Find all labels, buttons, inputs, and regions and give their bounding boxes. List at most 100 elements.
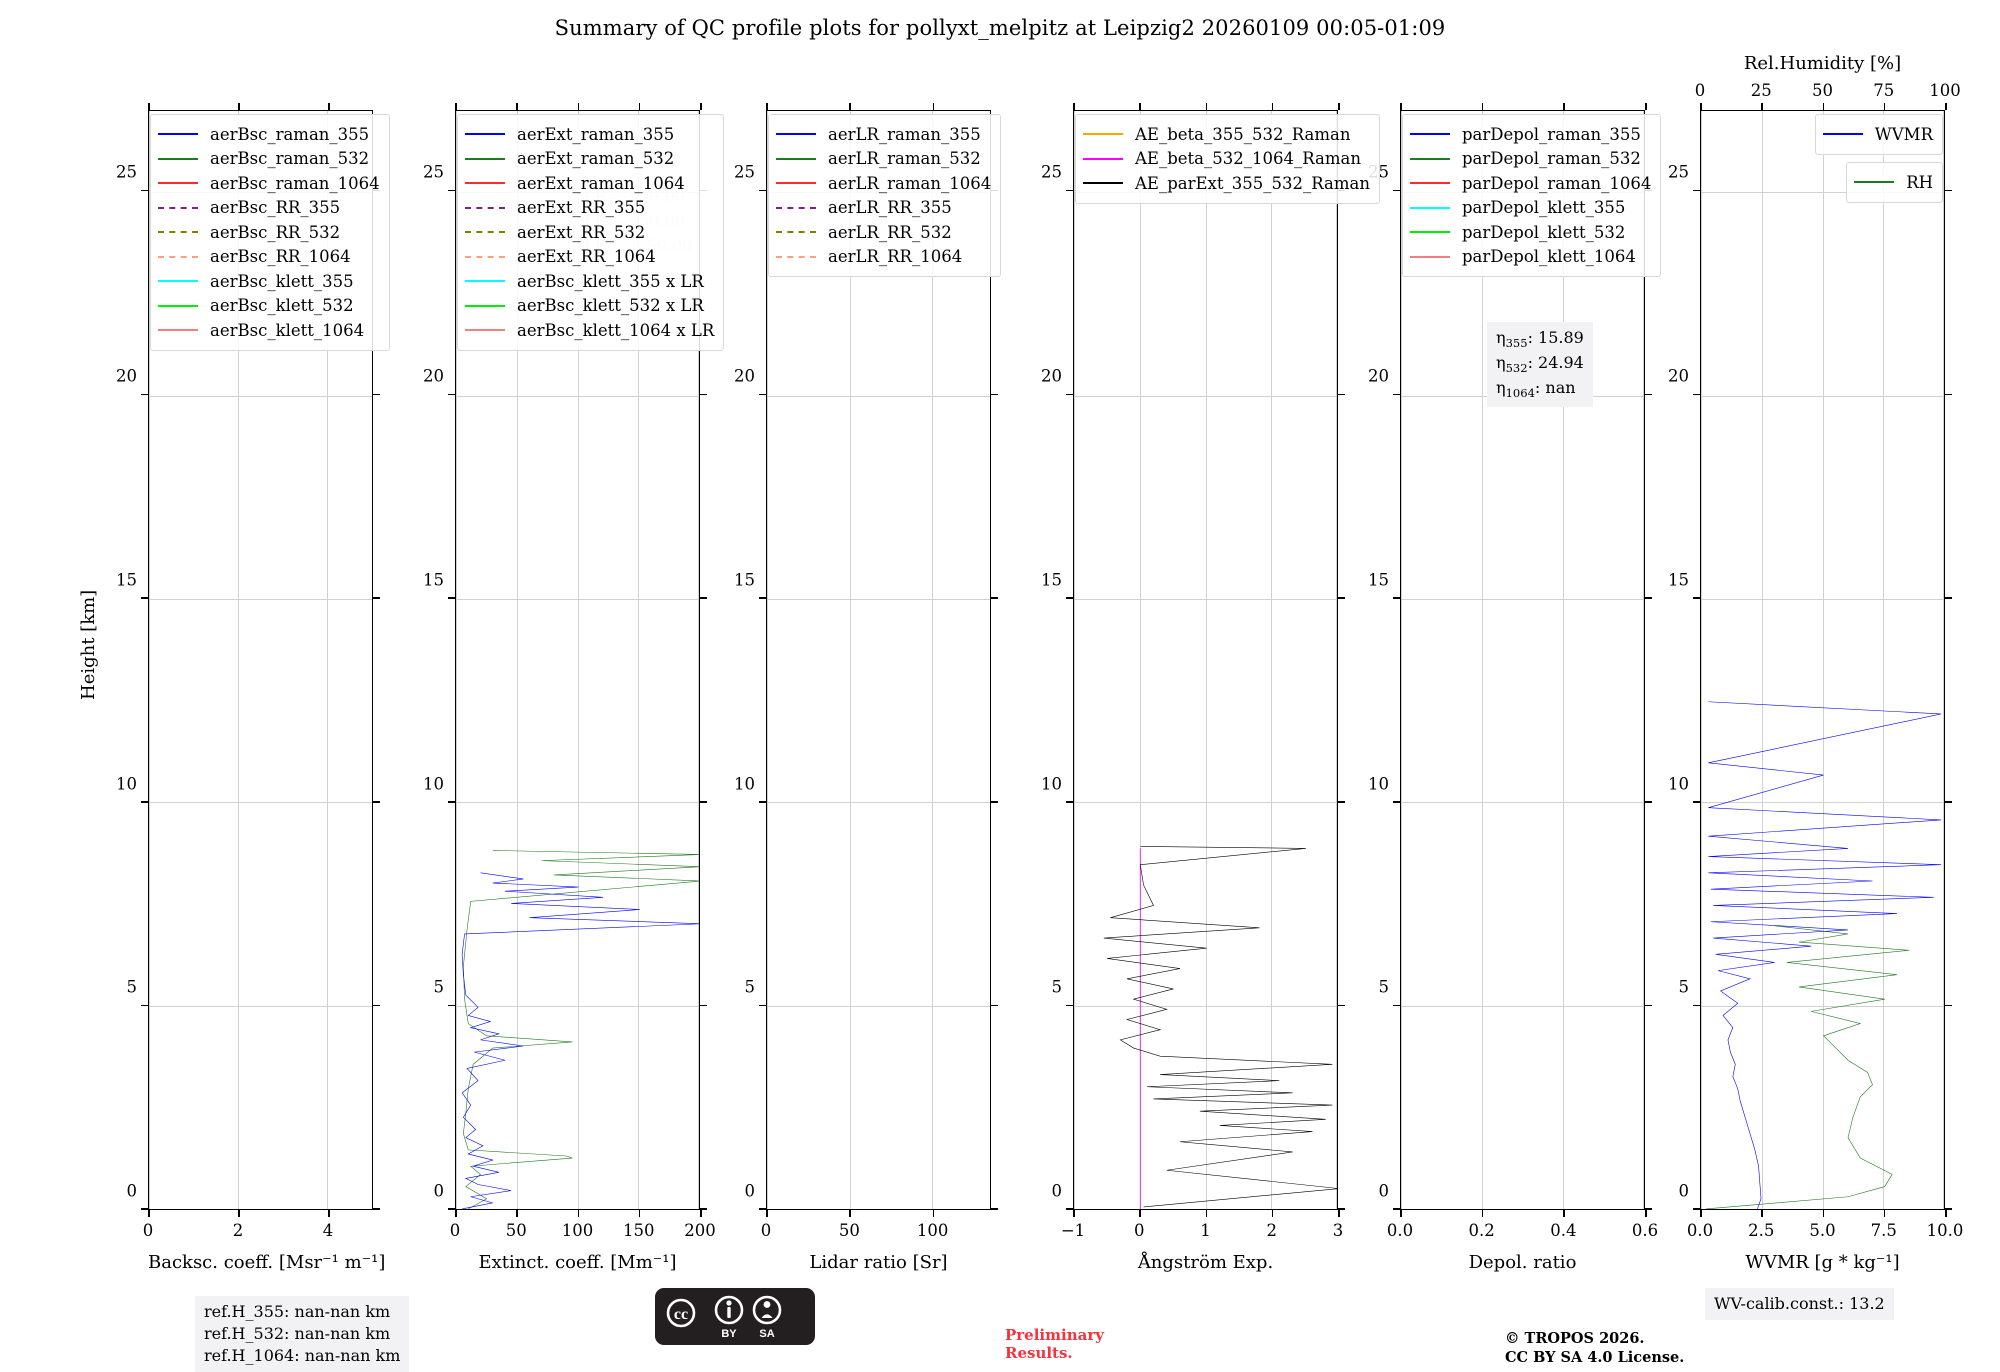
refh-532: ref.H_532: nan-nan km xyxy=(204,1324,391,1344)
legend-swatch-line xyxy=(158,157,198,160)
refh-355: ref.H_355: nan-nan km xyxy=(204,1302,391,1321)
legend-item: aerExt_RR_1064 xyxy=(465,245,714,270)
legend-label: parDepol_raman_355 xyxy=(1462,124,1641,144)
ytick-15: 15 xyxy=(1368,570,1389,590)
legend-label: aerBsc_klett_1064 xyxy=(210,320,365,340)
eta-annotation: η355: 15.89 η532: 24.94 η1064: nan xyxy=(1487,322,1593,408)
legend-item: WVMR xyxy=(1822,122,1933,147)
legend-label: aerLR_raman_355 xyxy=(828,124,981,144)
xaxis-title-depol: Depol. ratio xyxy=(1468,1252,1577,1273)
xtick-ae-3: 2 xyxy=(1266,1221,1278,1240)
xtick-ae-2: 1 xyxy=(1200,1221,1211,1240)
legend-label: aerBsc_klett_355 xyxy=(210,271,354,291)
ytick-15: 15 xyxy=(116,570,137,590)
cc-badge-icons: cc BY SA xyxy=(666,1295,782,1340)
ytick-5: 5 xyxy=(744,977,756,997)
legend-label: aerBsc_RR_1064 xyxy=(210,247,351,267)
legend-item: AE_beta_355_532_Raman xyxy=(1083,122,1370,147)
legend-extinct[interactable]: aerExt_raman_355 aerExt_raman_532 aerExt… xyxy=(457,114,725,351)
xaxis-title-rh: Rel.Humidity [%] xyxy=(1743,53,1902,74)
ytick-10: 10 xyxy=(116,774,137,794)
panel-backsc: 0 5 10 15 20 25 0 2 4 Backsc. coeff. [Ms… xyxy=(116,103,390,1273)
eta-1064: η1064: nan xyxy=(1496,378,1576,401)
legend-item: parDepol_raman_355 xyxy=(1410,122,1651,147)
legend-swatch-line xyxy=(1410,206,1450,209)
ytick-0: 0 xyxy=(433,1181,445,1201)
legend-label: aerBsc_klett_532 x LR xyxy=(517,296,704,316)
legend-swatch-line xyxy=(158,231,198,234)
copyright-notice: © TROPOS 2026. CC BY SA 4.0 License. xyxy=(1505,1330,1684,1368)
cc-license-badge[interactable]: cc BY SA xyxy=(655,1288,815,1345)
cc-by-label: BY xyxy=(721,1328,737,1340)
xtick-wv-3: 7.5 xyxy=(1870,1221,1897,1240)
preliminary-line-2: Results. xyxy=(1005,1344,1073,1363)
xtick-wv-1: 2.5 xyxy=(1748,1221,1775,1240)
xtick-ae-1: 0 xyxy=(1134,1221,1145,1240)
copyright-line-2: CC BY SA 4.0 License. xyxy=(1505,1348,1685,1366)
ytick-25: 25 xyxy=(1668,162,1689,182)
legend-wvmr[interactable]: WVMR xyxy=(1814,114,1943,155)
legend-item: aerLR_RR_1064 xyxy=(776,245,991,270)
xtick-dep-0: 0.0 xyxy=(1386,1221,1414,1240)
legend-swatch-line xyxy=(1410,231,1450,234)
ytick-0: 0 xyxy=(744,1181,756,1201)
legend-item: parDepol_klett_532 xyxy=(1410,220,1651,245)
legend-item: aerBsc_klett_1064 x LR xyxy=(465,318,714,343)
legend-lidar-ratio[interactable]: aerLR_raman_355 aerLR_raman_532 aerLR_ra… xyxy=(768,114,1002,277)
xtick-rh-1: 25 xyxy=(1750,81,1772,100)
legend-label: AE_parExt_355_532_Raman xyxy=(1135,173,1370,193)
legend-swatch-line xyxy=(465,157,505,160)
axes-depol xyxy=(1400,110,1645,1210)
legend-swatch-line xyxy=(465,182,505,185)
legend-label: aerLR_raman_1064 xyxy=(828,173,992,193)
legend-depol[interactable]: parDepol_raman_355 parDepol_raman_532 pa… xyxy=(1402,114,1662,277)
svg-text:cc: cc xyxy=(674,1306,688,1323)
legend-swatch-line xyxy=(158,133,198,136)
legend-label: AE_beta_532_1064_Raman xyxy=(1135,149,1361,169)
y-axis-title: Height [km] xyxy=(78,589,99,700)
ytick-0: 0 xyxy=(126,1181,138,1201)
legend-label: aerExt_raman_1064 xyxy=(517,173,685,193)
data-curves-angstrom xyxy=(1074,111,1338,1210)
legend-swatch-line xyxy=(1083,182,1123,185)
legend-label: AE_beta_355_532_Raman xyxy=(1135,124,1351,144)
legend-swatch-line xyxy=(465,255,505,258)
legend-item: parDepol_klett_355 xyxy=(1410,196,1651,221)
xtick-dep-1: 0.2 xyxy=(1468,1221,1495,1240)
legend-item: AE_parExt_355_532_Raman xyxy=(1083,171,1370,196)
legend-item: aerExt_raman_1064 xyxy=(465,171,714,196)
legend-item: aerBsc_raman_1064 xyxy=(158,171,380,196)
legend-label: parDepol_raman_1064 xyxy=(1462,173,1652,193)
legend-item: aerBsc_klett_532 x LR xyxy=(465,294,714,319)
ytick-15: 15 xyxy=(423,570,444,590)
axes-lidar-ratio xyxy=(766,110,991,1210)
xtick-backsc-0: 0 xyxy=(142,1221,154,1240)
legend-angstrom[interactable]: AE_beta_355_532_Raman AE_beta_532_1064_R… xyxy=(1075,114,1380,204)
legend-label: aerBsc_klett_532 xyxy=(210,296,354,316)
legend-label: aerBsc_RR_355 xyxy=(210,198,341,218)
legend-swatch-line xyxy=(1822,133,1863,136)
refh-annotation: ref.H_355: nan-nan km ref.H_532: nan-nan… xyxy=(195,1296,410,1372)
eta-355: η355: 15.89 xyxy=(1496,328,1584,351)
legend-rh[interactable]: RH xyxy=(1846,162,1943,203)
xtick-rh-3: 75 xyxy=(1873,81,1895,100)
ytick-15: 15 xyxy=(734,570,755,590)
legend-swatch-line xyxy=(776,206,816,209)
ytick-25: 25 xyxy=(734,162,755,182)
xtick-wv-4: 10.0 xyxy=(1926,1221,1964,1240)
data-curves-wvmr xyxy=(1701,111,1945,1210)
xaxis-title-angstrom: Ångström Exp. xyxy=(1137,1252,1274,1273)
ytick-20: 20 xyxy=(116,366,137,386)
panel-wvmr: 0 5 10 15 20 25 0.0 2.5 5.0 7.5 10.0 0 2… xyxy=(1668,53,1963,1273)
legend-swatch-line xyxy=(776,182,816,185)
xtick-dep-2: 0.4 xyxy=(1550,1221,1577,1240)
ytick-0: 0 xyxy=(1378,1181,1390,1201)
legend-label: aerBsc_raman_355 xyxy=(210,124,370,144)
xtick-ext-3: 150 xyxy=(623,1221,655,1240)
xaxis-title-extinct: Extinct. coeff. [Mm⁻¹] xyxy=(478,1252,677,1273)
legend-item: aerExt_raman_532 xyxy=(465,147,714,172)
legend-label: aerLR_RR_355 xyxy=(828,198,952,218)
legend-label: aerExt_raman_355 xyxy=(517,124,675,144)
panel-depol: 0 5 10 15 20 25 0.0 0.2 0.4 0.6 Depol. r… xyxy=(1368,103,1662,1273)
legend-backsc[interactable]: aerBsc_raman_355 aerBsc_raman_532 aerBsc… xyxy=(150,114,390,351)
